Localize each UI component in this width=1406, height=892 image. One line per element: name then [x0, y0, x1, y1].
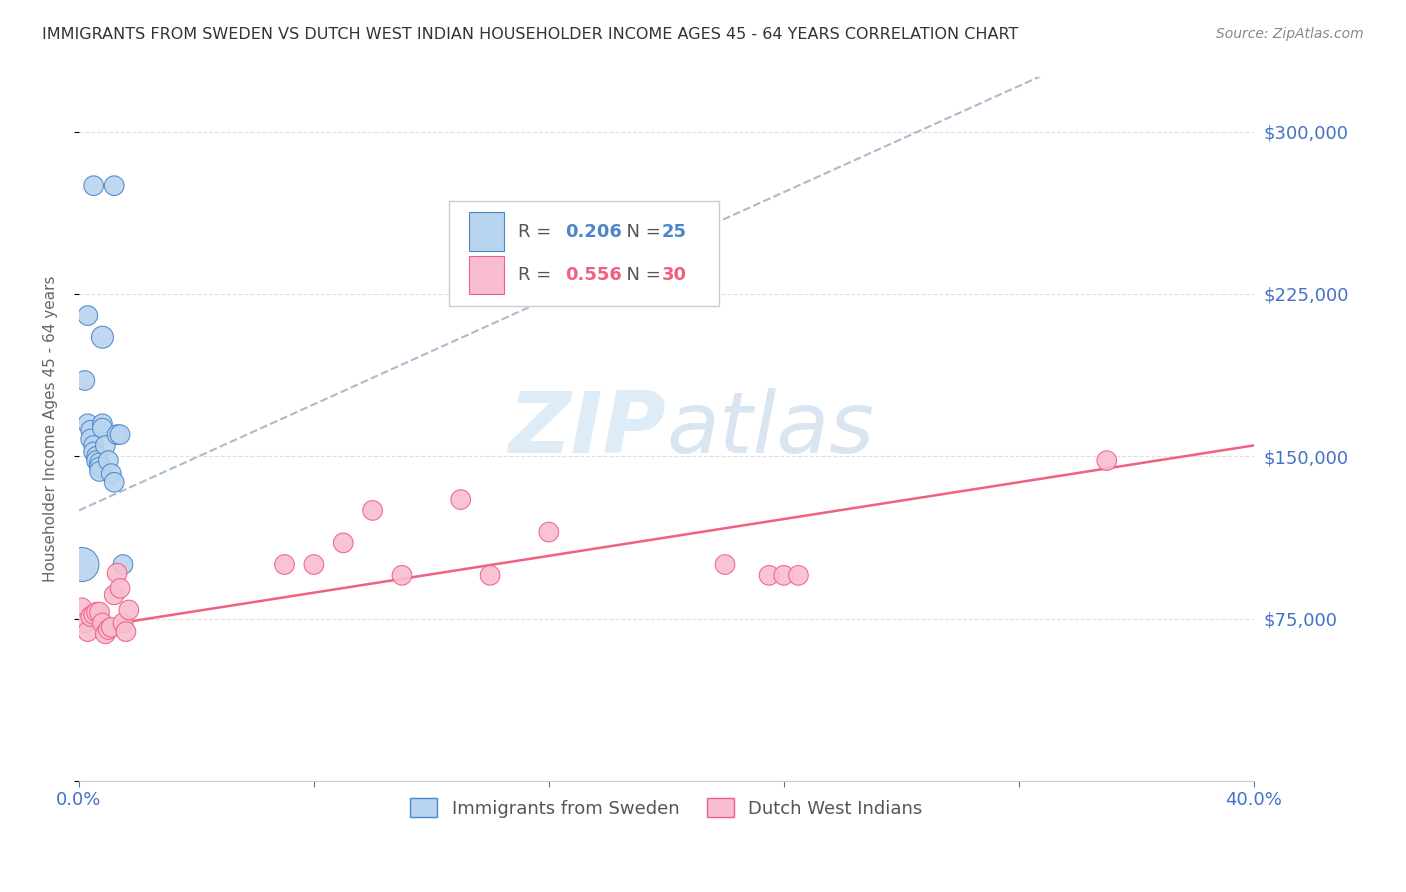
Point [80, 609, 103, 624]
Point [108, 582, 131, 596]
Point [91, 417, 114, 431]
Point [76, 624, 98, 639]
Point [70, 558, 93, 572]
Text: 0.556: 0.556 [565, 266, 621, 284]
Point [94, 438, 117, 452]
Text: N =: N = [614, 266, 666, 284]
Point [103, 178, 125, 193]
Legend: Immigrants from Sweden, Dutch West Indians: Immigrants from Sweden, Dutch West India… [404, 791, 929, 825]
Point [70, 600, 93, 615]
Point [89, 456, 111, 470]
Point [100, 620, 122, 634]
Text: ZIP: ZIP [509, 388, 666, 471]
Point [108, 427, 131, 442]
Point [83, 178, 105, 193]
Point [73, 615, 96, 630]
Point [302, 558, 325, 572]
Text: N =: N = [614, 223, 666, 241]
Point [479, 568, 502, 582]
FancyBboxPatch shape [449, 201, 718, 306]
Point [97, 453, 120, 467]
Point [91, 330, 114, 344]
Point [115, 624, 138, 639]
Point [86, 605, 108, 619]
Point [73, 374, 96, 388]
Point [273, 558, 295, 572]
Text: R =: R = [519, 266, 557, 284]
Point [76, 417, 98, 431]
Point [83, 445, 105, 459]
FancyBboxPatch shape [470, 212, 505, 251]
Point [76, 309, 98, 323]
Point [772, 568, 794, 582]
Point [361, 503, 384, 517]
Point [86, 450, 108, 464]
Point [450, 492, 472, 507]
Point [787, 568, 810, 582]
Text: atlas: atlas [666, 388, 875, 471]
Point [103, 475, 125, 490]
Point [89, 460, 111, 475]
Text: R =: R = [519, 223, 557, 241]
Point [118, 603, 141, 617]
Point [537, 524, 560, 539]
Point [97, 623, 120, 637]
Point [86, 453, 108, 467]
Point [714, 558, 737, 572]
Point [332, 536, 354, 550]
Point [80, 432, 103, 446]
Point [105, 427, 128, 442]
Point [83, 438, 105, 452]
Text: 25: 25 [662, 223, 686, 241]
Point [758, 568, 780, 582]
Y-axis label: Householder Income Ages 45 - 64 years: Householder Income Ages 45 - 64 years [44, 276, 58, 582]
Point [103, 588, 125, 602]
Point [91, 421, 114, 435]
FancyBboxPatch shape [470, 256, 505, 294]
Point [94, 627, 117, 641]
Point [89, 465, 111, 479]
Point [105, 566, 128, 581]
Point [111, 615, 134, 630]
Point [111, 558, 134, 572]
Point [391, 568, 413, 582]
Point [80, 423, 103, 437]
Text: 30: 30 [662, 266, 686, 284]
Text: IMMIGRANTS FROM SWEDEN VS DUTCH WEST INDIAN HOUSEHOLDER INCOME AGES 45 - 64 YEAR: IMMIGRANTS FROM SWEDEN VS DUTCH WEST IND… [42, 27, 1018, 42]
Point [1095, 453, 1118, 467]
Point [91, 615, 114, 630]
Text: Source: ZipAtlas.com: Source: ZipAtlas.com [1216, 27, 1364, 41]
Point [89, 605, 111, 619]
Point [100, 467, 122, 481]
Text: 0.206: 0.206 [565, 223, 621, 241]
Point [83, 607, 105, 622]
